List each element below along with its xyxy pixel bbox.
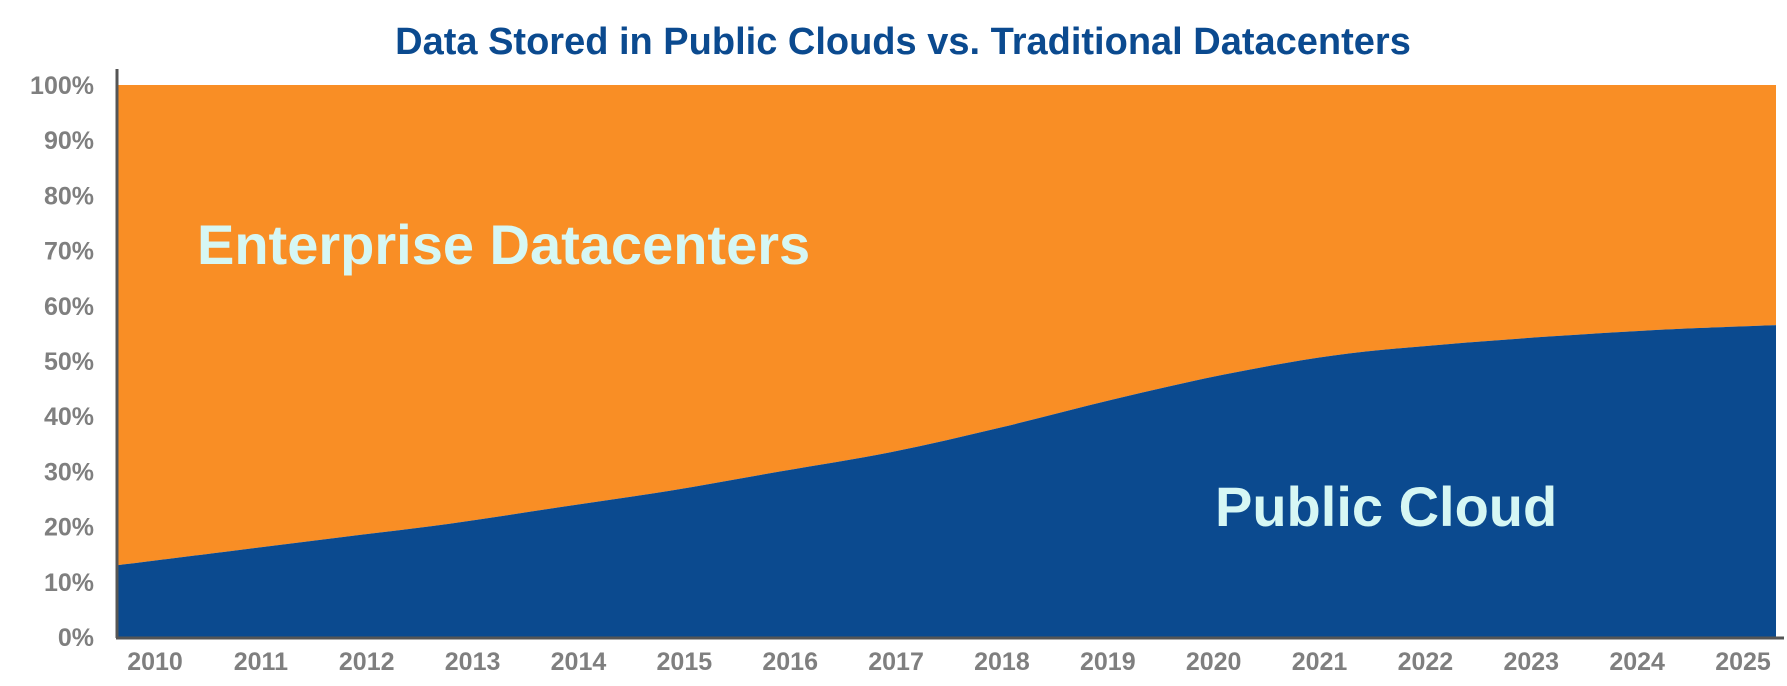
axes: [115, 69, 1784, 640]
x-tick-label: 2023: [1503, 648, 1559, 676]
x-tick-label: 2014: [551, 648, 607, 676]
x-tick-label: 2016: [762, 648, 818, 676]
x-tick-label: 2020: [1186, 648, 1242, 676]
y-tick-label: 100%: [30, 72, 94, 100]
y-tick-label: 70%: [44, 238, 94, 266]
x-tick-label: 2024: [1609, 648, 1665, 676]
y-tick-label: 50%: [44, 348, 94, 376]
x-tick-label: 2017: [868, 648, 924, 676]
chart-title: Data Stored in Public Clouds vs. Traditi…: [395, 21, 1411, 63]
area-enterprise-datacenters: [117, 85, 1776, 566]
y-tick-label: 90%: [44, 127, 94, 155]
y-axis-ticks: 0% 10% 20% 30% 40% 50% 60% 70% 80% 90% 100%: [30, 72, 94, 652]
y-tick-label: 30%: [44, 458, 94, 486]
x-tick-label: 2021: [1292, 648, 1348, 676]
y-tick-label: 20%: [44, 514, 94, 542]
y-tick-label: 60%: [44, 293, 94, 321]
x-tick-label: 2018: [974, 648, 1030, 676]
x-tick-label: 2025: [1715, 648, 1771, 676]
x-tick-label: 2012: [339, 648, 395, 676]
x-tick-label: 2015: [657, 648, 713, 676]
x-tick-label: 2019: [1080, 648, 1136, 676]
x-tick-label: 2022: [1398, 648, 1454, 676]
y-tick-label: 80%: [44, 182, 94, 210]
area-public-cloud: [117, 325, 1776, 637]
area-label-public-cloud: Public Cloud: [1215, 475, 1557, 538]
y-tick-label: 10%: [44, 569, 94, 597]
x-axis-ticks: 2010 2011 2012 2013 2014 2015 2016 2017 2018 2019…: [127, 648, 1771, 676]
y-tick-label: 40%: [44, 403, 94, 431]
area-label-enterprise-datacenters: Enterprise Datacenters: [197, 213, 810, 276]
x-tick-label: 2010: [127, 648, 183, 676]
x-tick-label: 2011: [234, 648, 288, 676]
y-tick-label: 0%: [58, 624, 94, 652]
x-tick-label: 2013: [445, 648, 501, 676]
plot-areas: [117, 85, 1776, 637]
